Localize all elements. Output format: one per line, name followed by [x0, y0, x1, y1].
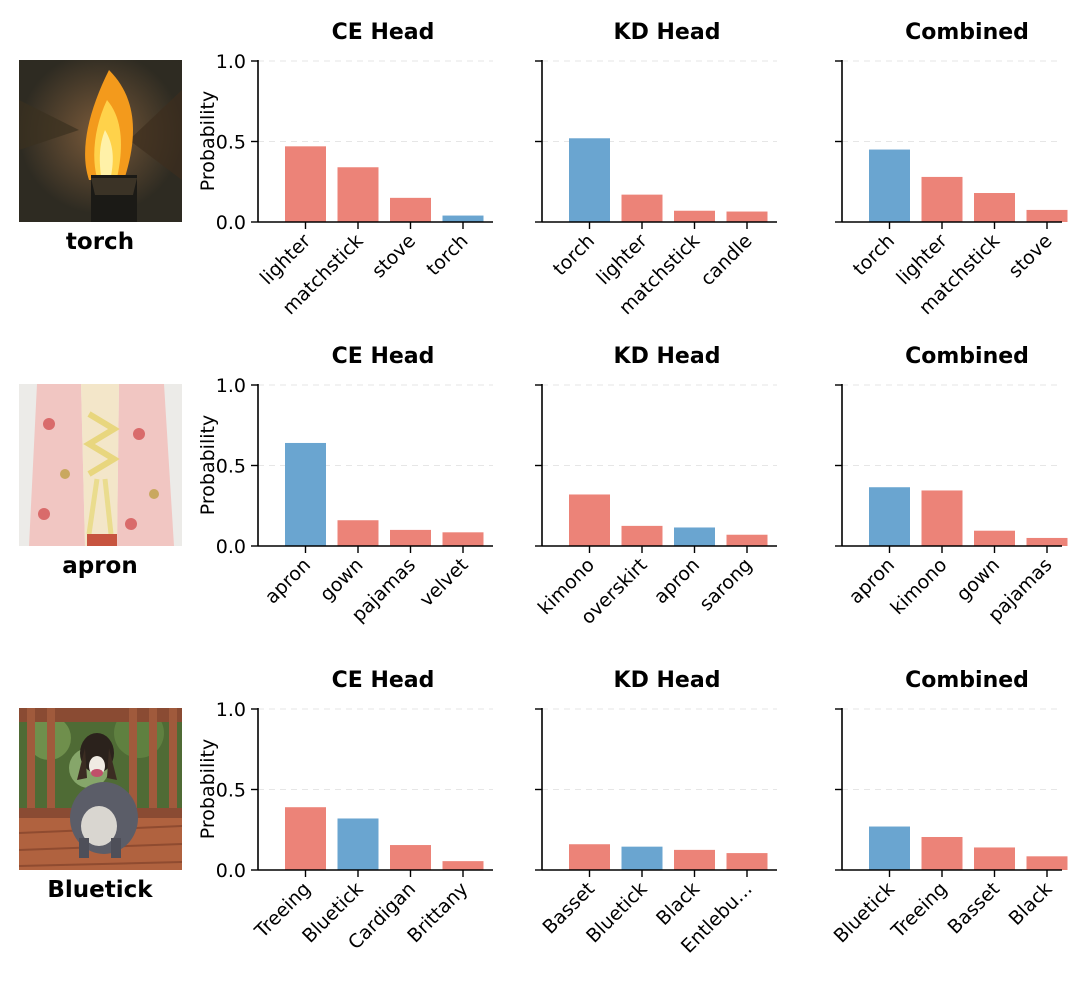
bar-r0c1-torch — [569, 138, 610, 222]
x-tick-label-r1c1: sarong — [695, 554, 756, 615]
y-tick-label-r1c0: 1.0 — [216, 375, 246, 397]
bar-r1c0-pajamas — [390, 530, 431, 546]
x-tick-label-r2c2: Basset — [943, 878, 1004, 939]
chart-title-r1c1: KD Head — [614, 344, 721, 369]
y-tick-label-r1c0: 0.5 — [216, 456, 246, 478]
x-tick-label-r2c2: Black — [1005, 878, 1057, 930]
chart-title-r1c0: CE Head — [332, 344, 435, 369]
x-tick-label-r0c2: torch — [849, 230, 899, 280]
bar-r2c2-basset — [974, 847, 1015, 870]
bar-r1c2-apron — [869, 487, 910, 546]
bar-r2c1-black — [674, 850, 715, 870]
bar-r1c2-gown — [974, 531, 1015, 546]
chart-title-r2c2: Combined — [905, 668, 1029, 693]
bar-r1c2-kimono — [922, 490, 963, 546]
bar-r2c0-treeing — [285, 807, 326, 870]
bar-r0c1-candle — [727, 212, 768, 222]
bar-r1c1-overskirt — [622, 526, 663, 546]
bar-r0c1-lighter — [622, 195, 663, 222]
y-tick-label-r2c0: 0.0 — [216, 860, 246, 882]
bar-r1c2-pajamas — [1027, 538, 1068, 546]
bar-r0c0-torch — [443, 216, 484, 222]
x-tick-label-r0c1: candle — [696, 230, 756, 290]
x-tick-label-r0c0: stove — [368, 230, 420, 282]
chart-title-r0c2: Combined — [905, 20, 1029, 45]
x-tick-label-r2c2: Treeing — [887, 878, 952, 943]
chart-title-r0c0: CE Head — [332, 20, 435, 45]
bar-r1c0-gown — [338, 520, 379, 546]
chart-title-r2c1: KD Head — [614, 668, 721, 693]
bar-r0c2-matchstick — [974, 193, 1015, 222]
y-axis-label-r0c0: Probability — [197, 91, 219, 191]
bar-r0c2-torch — [869, 150, 910, 222]
x-tick-label-r0c1: torch — [549, 230, 599, 280]
bar-r0c1-matchstick — [674, 211, 715, 222]
bar-r1c1-sarong — [727, 535, 768, 546]
bar-chart-grid: 0.00.51.0lightermatchstick stove torchCE H… — [0, 0, 1079, 1002]
bar-r0c0-matchstick — [338, 167, 379, 222]
bar-r2c1-bluetick — [622, 847, 663, 870]
bar-r1c0-apron — [285, 443, 326, 546]
bar-r1c1-kimono — [569, 494, 610, 546]
bar-r0c2-stove — [1027, 210, 1068, 222]
x-tick-label-r1c2: kimono — [886, 554, 951, 619]
y-tick-label-r1c0: 0.0 — [216, 536, 246, 558]
x-tick-label-r0c2: stove — [1004, 230, 1056, 282]
y-axis-label-r1c0: Probability — [197, 415, 219, 515]
bar-r2c2-black — [1027, 856, 1068, 870]
bar-r2c0-cardigan — [390, 845, 431, 870]
y-tick-label-r2c0: 1.0 — [216, 699, 246, 721]
y-tick-label-r0c0: 0.5 — [216, 132, 246, 154]
chart-title-r2c0: CE Head — [332, 668, 435, 693]
x-tick-label-r1c0: apron — [261, 554, 315, 608]
bar-r1c1-apron — [674, 527, 715, 546]
bar-r0c0-stove — [390, 198, 431, 222]
bar-r2c0-bluetick — [338, 818, 379, 870]
bar-r2c0-brittany — [443, 861, 484, 870]
y-tick-label-r0c0: 1.0 — [216, 51, 246, 73]
x-tick-label-r0c0: torch — [422, 230, 472, 280]
bar-r2c1-entlebu — [727, 853, 768, 870]
chart-title-r1c2: Combined — [905, 344, 1029, 369]
x-tick-label-r1c0: velvet — [416, 554, 473, 611]
bar-r2c2-treeing — [922, 837, 963, 870]
bar-r0c2-lighter — [922, 177, 963, 222]
y-tick-label-r2c0: 0.5 — [216, 780, 246, 802]
bar-r2c2-bluetick — [869, 827, 910, 870]
bar-r0c0-lighter — [285, 146, 326, 222]
chart-title-r0c1: KD Head — [614, 20, 721, 45]
x-tick-label-r2c2: Bluetick — [830, 878, 899, 947]
y-axis-label-r2c0: Probability — [197, 739, 219, 839]
bar-r1c0-velvet — [443, 532, 484, 546]
bar-r2c1-basset — [569, 844, 610, 870]
figure: torch apron — [0, 0, 1079, 1002]
y-tick-label-r0c0: 0.0 — [216, 212, 246, 234]
